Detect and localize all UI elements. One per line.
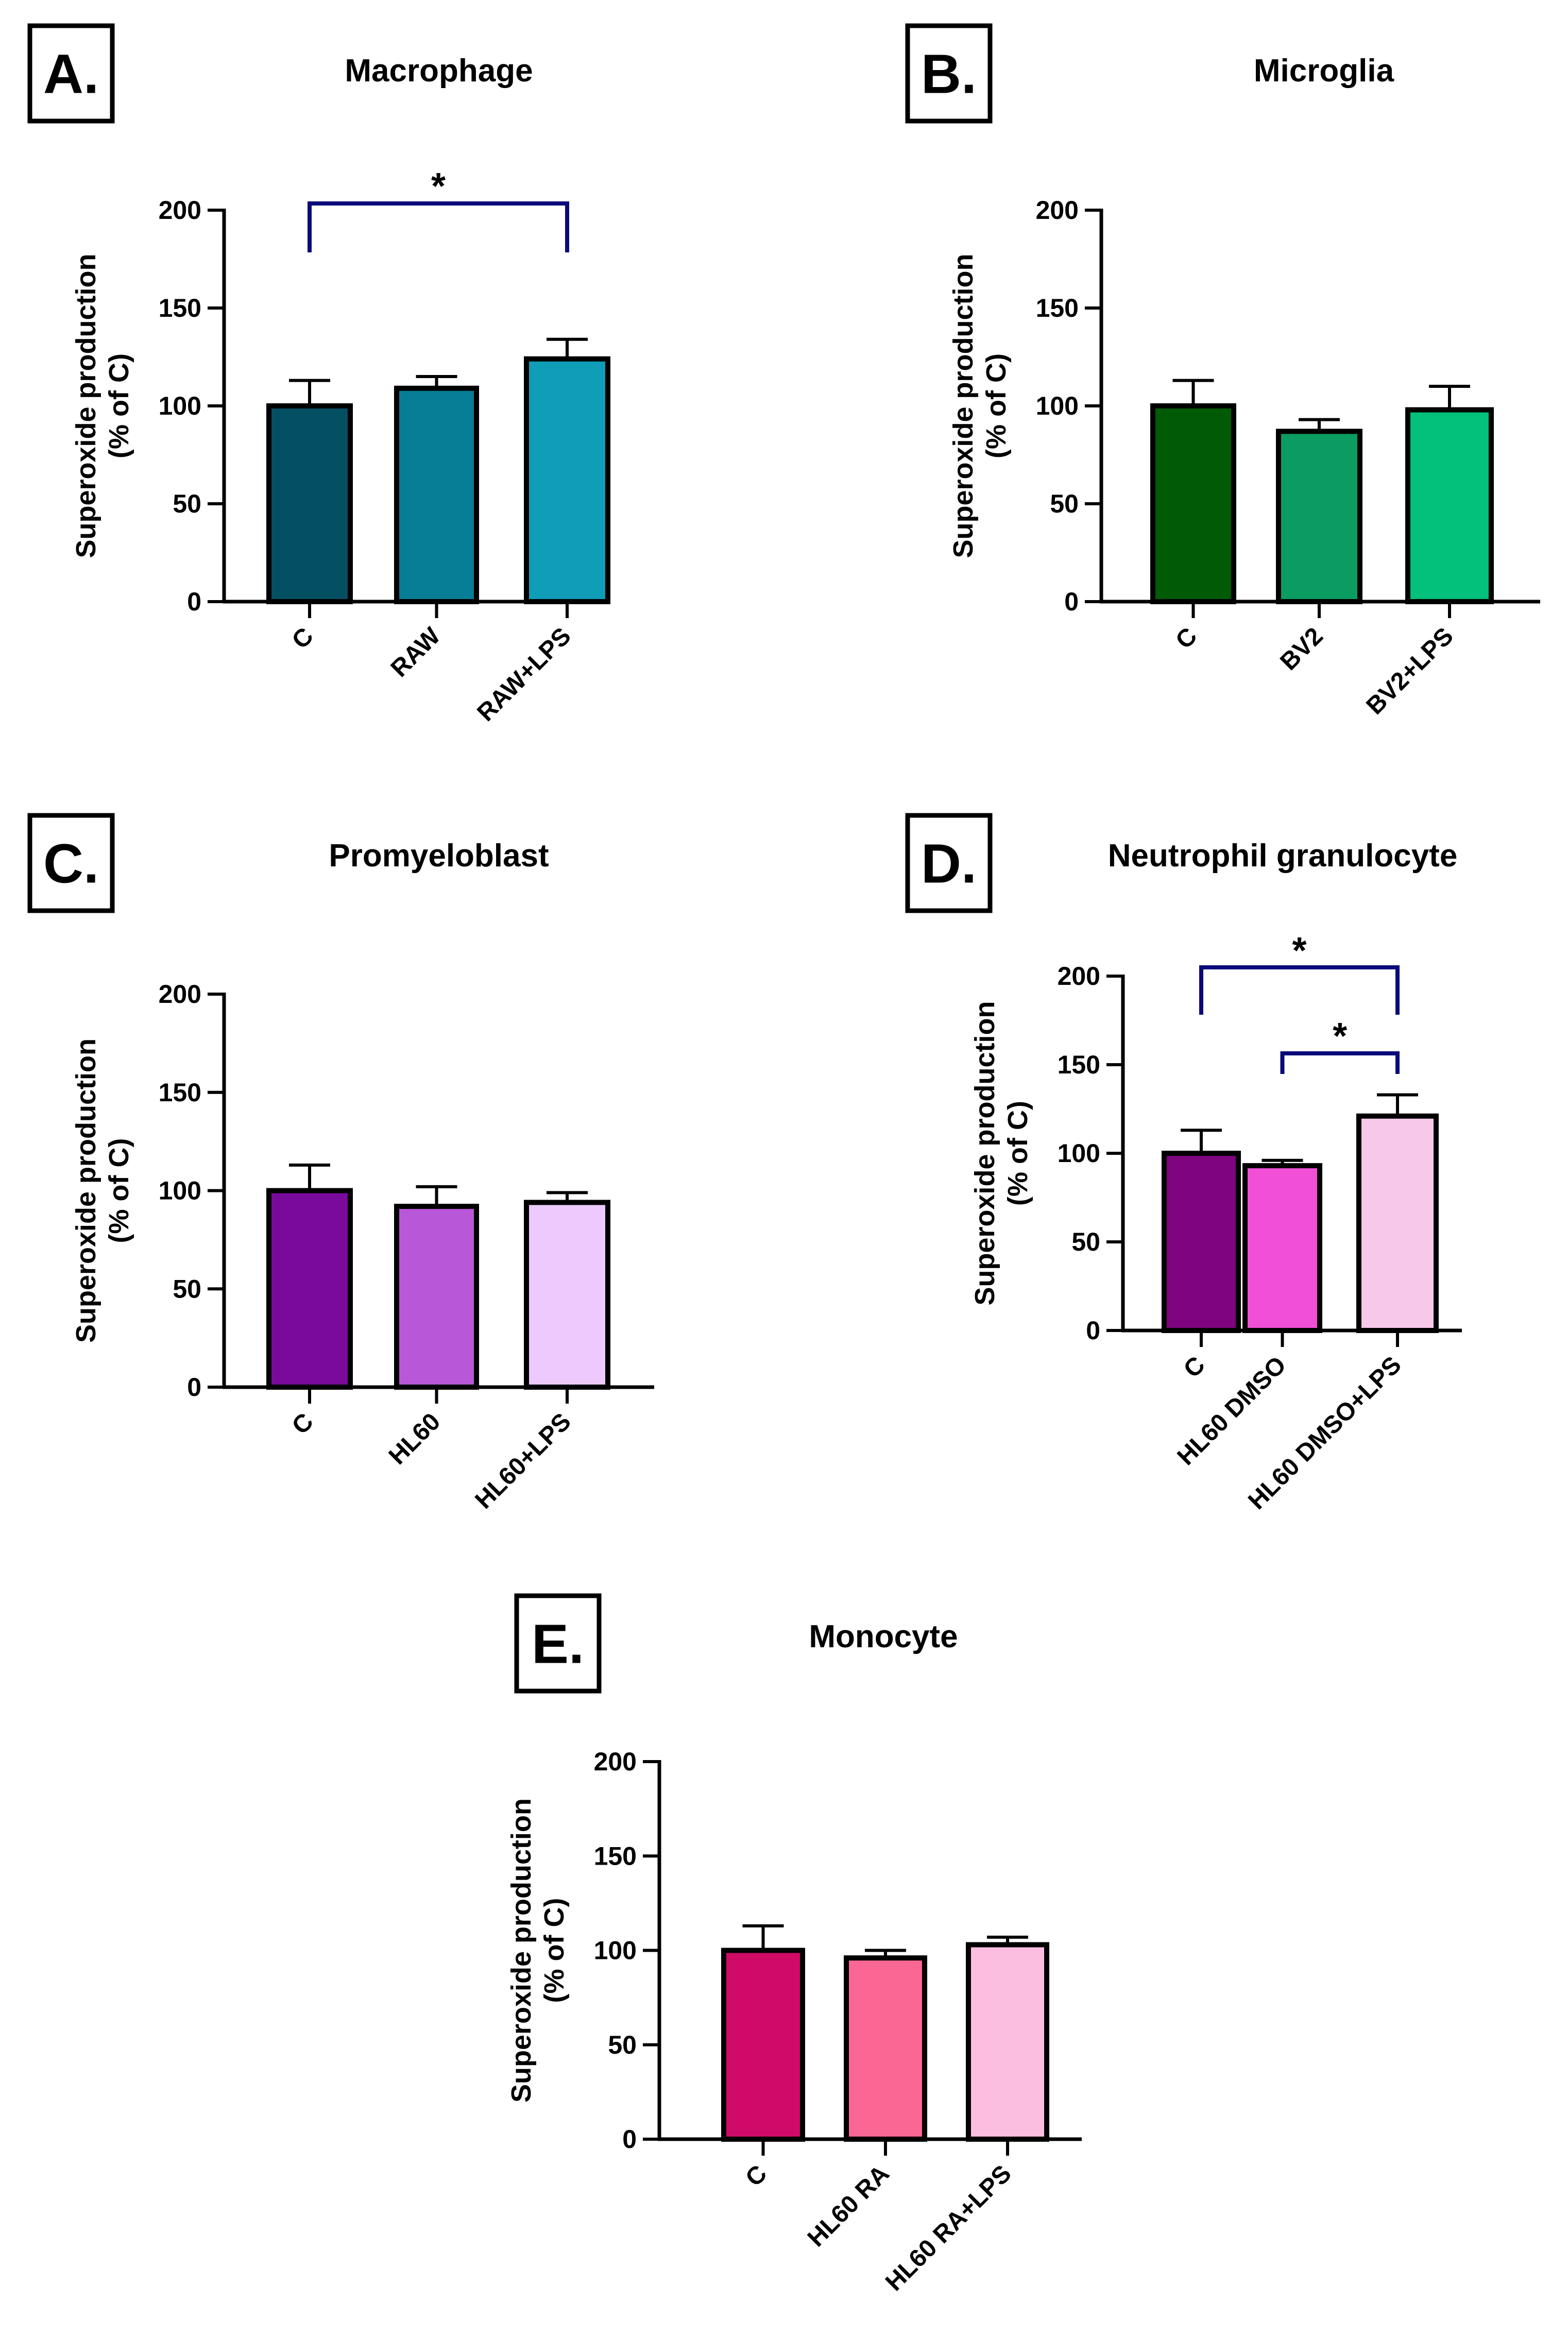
y-tick-label: 150 <box>1058 1050 1100 1079</box>
y-axis-title-unit: (% of C) <box>1002 1101 1033 1206</box>
y-tick-label: 150 <box>594 1841 637 1870</box>
y-tick-label: 50 <box>608 2030 637 2059</box>
x-category-label: BV2+LPS <box>1361 622 1458 720</box>
y-axis-title: Superoxide production <box>948 253 979 558</box>
bar-c <box>724 1951 803 2140</box>
y-tick-label: 0 <box>1086 1316 1100 1345</box>
bar-raw-lps <box>526 359 608 602</box>
y-tick-label: 50 <box>173 1274 201 1303</box>
y-tick-label: 0 <box>187 1373 201 1402</box>
panel-b: B. Microglia 0 50 100 150 200 Superoxide produc… <box>908 26 1540 720</box>
y-tick-label: 150 <box>159 1078 201 1107</box>
bar-c <box>1164 1153 1238 1330</box>
y-tick-label: 100 <box>1036 391 1079 420</box>
chart-title: Promyeloblast <box>329 838 549 874</box>
y-axis-title: Superoxide production <box>506 1798 537 2103</box>
bar-bv2 <box>1279 431 1360 602</box>
bar-hl60 <box>397 1206 476 1387</box>
x-category-label: C <box>287 1408 319 1440</box>
panel-a: A. Macrophage 0 50 100 150 200 Superoxide produ… <box>30 26 610 727</box>
significance-star: * <box>431 166 446 207</box>
significance-star: * <box>1333 1016 1347 1057</box>
y-axis-title-unit: (% of C) <box>981 353 1012 458</box>
y-tick-label: 150 <box>1036 294 1079 322</box>
y-tick-label: 50 <box>1050 489 1079 518</box>
bar-raw <box>397 388 476 602</box>
x-category-label: C <box>1170 622 1202 654</box>
chart-title: Microglia <box>1254 53 1394 89</box>
bar-hl60-ra <box>846 1958 925 2139</box>
y-tick-label: 0 <box>622 2125 637 2154</box>
x-category-label: C <box>287 622 319 654</box>
bar-hl60-dmso-lps <box>1359 1116 1436 1330</box>
bar-bv2-lps <box>1408 410 1491 602</box>
bar-hl60-ra-lps <box>968 1945 1047 2139</box>
y-axis-title: Superoxide production <box>71 253 101 558</box>
x-category-label: C <box>1179 1351 1211 1383</box>
figure-canvas: A. Macrophage 0 50 100 150 200 Superoxide produ… <box>0 0 1568 2338</box>
panel-c: C. Promyeloblast 0 50 100 150 200 Superoxide pr… <box>30 815 654 1514</box>
y-axis-title: Superoxide production <box>969 1001 1000 1305</box>
y-tick-label: 100 <box>159 1176 201 1205</box>
y-axis-title-unit: (% of C) <box>104 1138 134 1243</box>
panel-d: D. Neutrophil granulocyte 0 50 100 150 200 Supe… <box>908 815 1462 1515</box>
bar-hl60-lps <box>526 1202 608 1387</box>
y-axis-title: Superoxide production <box>71 1038 101 1343</box>
y-tick-label: 50 <box>1071 1227 1100 1256</box>
y-tick-label: 150 <box>159 294 201 322</box>
significance-bracket <box>310 203 567 252</box>
y-tick-label: 0 <box>1064 587 1079 616</box>
y-tick-label: 200 <box>159 196 201 225</box>
panel-letter: D. <box>921 832 977 895</box>
chart-title: Monocyte <box>809 1619 958 1654</box>
y-axis-title-unit: (% of C) <box>539 1898 570 2003</box>
y-axis-title-unit: (% of C) <box>104 353 134 458</box>
panel-letter: B. <box>921 43 977 105</box>
significance-star: * <box>1292 930 1306 971</box>
chart-title: Neutrophil granulocyte <box>1108 838 1458 874</box>
y-tick-label: 200 <box>1036 196 1079 225</box>
x-category-label: RAW <box>386 622 446 682</box>
panel-letter: A. <box>43 43 99 105</box>
y-tick-label: 100 <box>1058 1139 1100 1168</box>
y-tick-label: 50 <box>173 489 201 518</box>
y-tick-label: 200 <box>159 980 201 1009</box>
panel-letter: C. <box>43 832 99 895</box>
x-category-label: C <box>740 2160 772 2192</box>
panel-letter: E. <box>532 1613 584 1675</box>
y-tick-label: 200 <box>1058 962 1100 991</box>
panel-e: E. Monocyte 0 50 100 150 200 Superoxide product… <box>506 1596 1082 2296</box>
y-tick-label: 200 <box>594 1747 637 1776</box>
x-category-label: HL60+LPS <box>470 1408 576 1514</box>
bar-c <box>1153 406 1234 602</box>
bar-hl60-dmso <box>1245 1166 1320 1330</box>
y-tick-label: 100 <box>159 391 201 420</box>
bar-c <box>269 1191 350 1388</box>
x-category-label: HL60 RA <box>803 2160 895 2252</box>
y-tick-label: 100 <box>594 1936 637 1965</box>
x-category-label: HL60 <box>384 1408 446 1470</box>
x-category-label: HL60 RA+LPS <box>880 2160 1017 2296</box>
x-category-label: BV2 <box>1275 622 1328 676</box>
x-category-label: RAW+LPS <box>472 622 576 726</box>
y-tick-label: 0 <box>187 587 201 616</box>
significance-bracket <box>1201 967 1397 1015</box>
bar-c <box>269 406 350 602</box>
chart-title: Macrophage <box>345 53 533 89</box>
